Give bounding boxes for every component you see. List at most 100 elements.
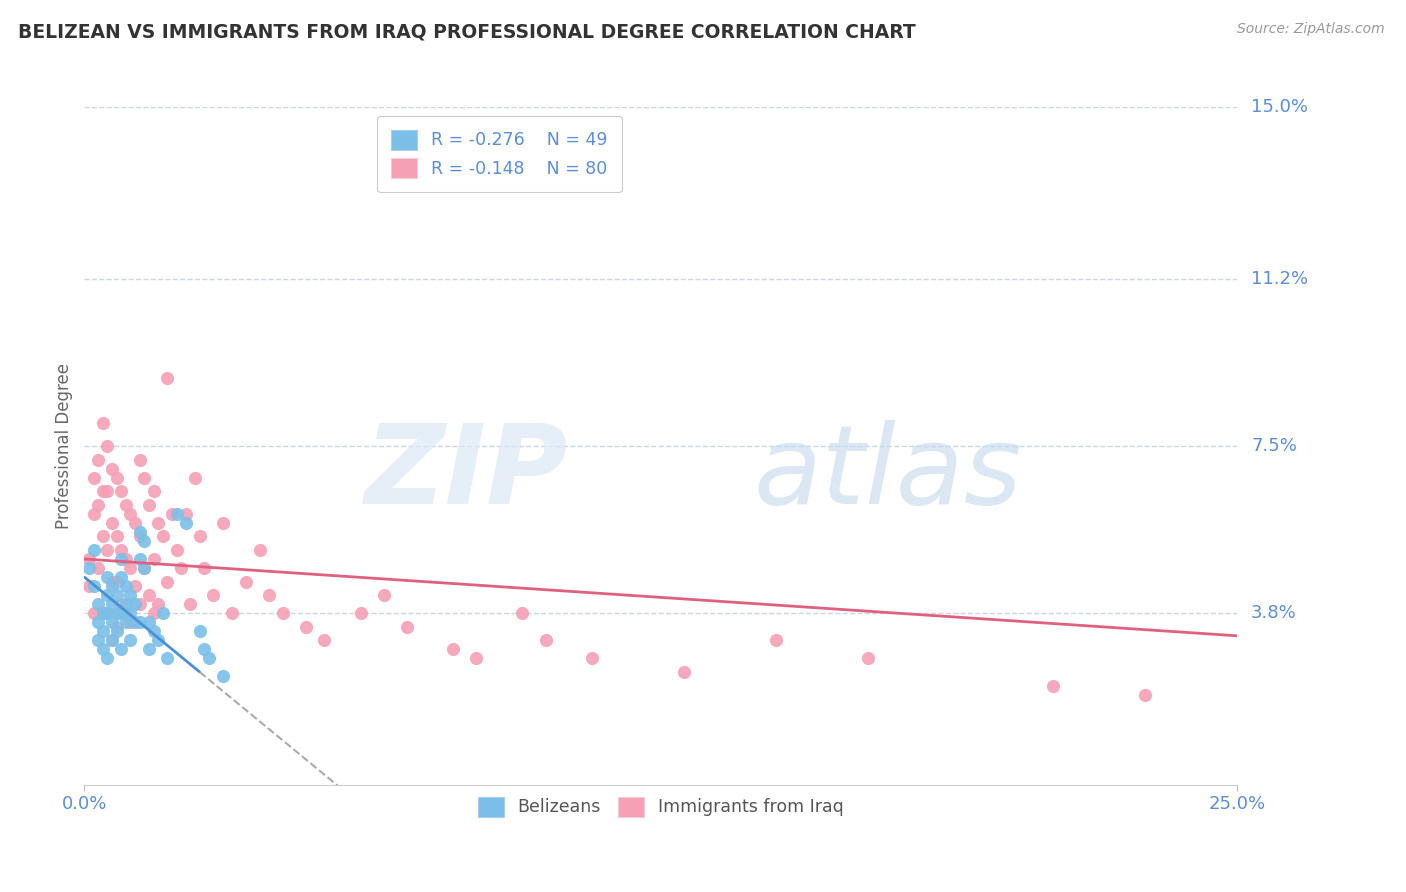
- Point: [110, 543, 132, 558]
- Point: [294, 620, 316, 634]
- Point: [105, 606, 128, 620]
- Point: [396, 620, 419, 634]
- Point: [96, 570, 118, 584]
- Point: [142, 624, 165, 639]
- Point: [105, 574, 128, 589]
- Point: [174, 516, 197, 530]
- Point: [124, 516, 146, 530]
- Text: 7.5%: 7.5%: [1251, 437, 1298, 455]
- Point: [512, 606, 534, 620]
- Point: [142, 552, 165, 566]
- Point: [1133, 688, 1156, 702]
- Point: [96, 606, 118, 620]
- Point: [534, 633, 557, 648]
- Text: 3.8%: 3.8%: [1251, 604, 1296, 623]
- Point: [87, 561, 110, 575]
- Point: [91, 642, 114, 657]
- Point: [152, 606, 174, 620]
- Point: [193, 642, 215, 657]
- Point: [138, 642, 160, 657]
- Point: [128, 615, 150, 630]
- Point: [350, 606, 373, 620]
- Point: [105, 470, 128, 484]
- Point: [96, 651, 118, 665]
- Point: [128, 524, 150, 539]
- Point: [110, 484, 132, 499]
- Point: [765, 633, 787, 648]
- Point: [101, 461, 124, 475]
- Point: [581, 651, 603, 665]
- Text: 11.2%: 11.2%: [1251, 269, 1309, 288]
- Point: [249, 543, 271, 558]
- Text: Source: ZipAtlas.com: Source: ZipAtlas.com: [1237, 22, 1385, 37]
- Point: [115, 606, 138, 620]
- Text: BELIZEAN VS IMMIGRANTS FROM IRAQ PROFESSIONAL DEGREE CORRELATION CHART: BELIZEAN VS IMMIGRANTS FROM IRAQ PROFESS…: [18, 22, 917, 41]
- Point: [142, 606, 165, 620]
- Y-axis label: Professional Degree: Professional Degree: [55, 363, 73, 529]
- Point: [156, 651, 179, 665]
- Point: [146, 633, 169, 648]
- Point: [166, 507, 188, 521]
- Text: ZIP: ZIP: [366, 419, 568, 526]
- Point: [83, 606, 105, 620]
- Point: [115, 579, 138, 593]
- Point: [146, 516, 169, 530]
- Point: [96, 439, 118, 453]
- Point: [138, 498, 160, 512]
- Point: [101, 633, 124, 648]
- Point: [87, 498, 110, 512]
- Point: [152, 529, 174, 543]
- Point: [441, 642, 464, 657]
- Point: [138, 615, 160, 630]
- Point: [193, 561, 215, 575]
- Point: [91, 606, 114, 620]
- Point: [110, 570, 132, 584]
- Point: [115, 597, 138, 611]
- Point: [115, 615, 138, 630]
- Text: 15.0%: 15.0%: [1251, 98, 1308, 116]
- Point: [91, 606, 114, 620]
- Point: [170, 561, 193, 575]
- Point: [77, 579, 100, 593]
- Point: [83, 579, 105, 593]
- Point: [211, 516, 233, 530]
- Point: [96, 484, 118, 499]
- Point: [87, 597, 110, 611]
- Point: [156, 371, 179, 385]
- Point: [271, 606, 294, 620]
- Point: [87, 452, 110, 467]
- Point: [120, 633, 142, 648]
- Point: [221, 606, 243, 620]
- Point: [101, 579, 124, 593]
- Point: [134, 470, 156, 484]
- Point: [105, 620, 128, 634]
- Point: [146, 597, 169, 611]
- Point: [120, 615, 142, 630]
- Point: [120, 588, 142, 602]
- Point: [202, 588, 225, 602]
- Point: [672, 665, 695, 679]
- Point: [134, 533, 156, 548]
- Point: [138, 588, 160, 602]
- Point: [101, 597, 124, 611]
- Point: [120, 507, 142, 521]
- Point: [1042, 679, 1064, 693]
- Point: [101, 516, 124, 530]
- Point: [128, 452, 150, 467]
- Point: [120, 561, 142, 575]
- Point: [142, 484, 165, 499]
- Legend: Belizeans, Immigrants from Iraq: Belizeans, Immigrants from Iraq: [464, 782, 858, 830]
- Point: [96, 606, 118, 620]
- Text: atlas: atlas: [754, 419, 1022, 526]
- Point: [184, 470, 207, 484]
- Point: [124, 579, 146, 593]
- Point: [124, 615, 146, 630]
- Point: [128, 597, 150, 611]
- Point: [91, 484, 114, 499]
- Point: [77, 552, 100, 566]
- Point: [134, 561, 156, 575]
- Point: [156, 574, 179, 589]
- Point: [134, 561, 156, 575]
- Point: [257, 588, 280, 602]
- Point: [120, 606, 142, 620]
